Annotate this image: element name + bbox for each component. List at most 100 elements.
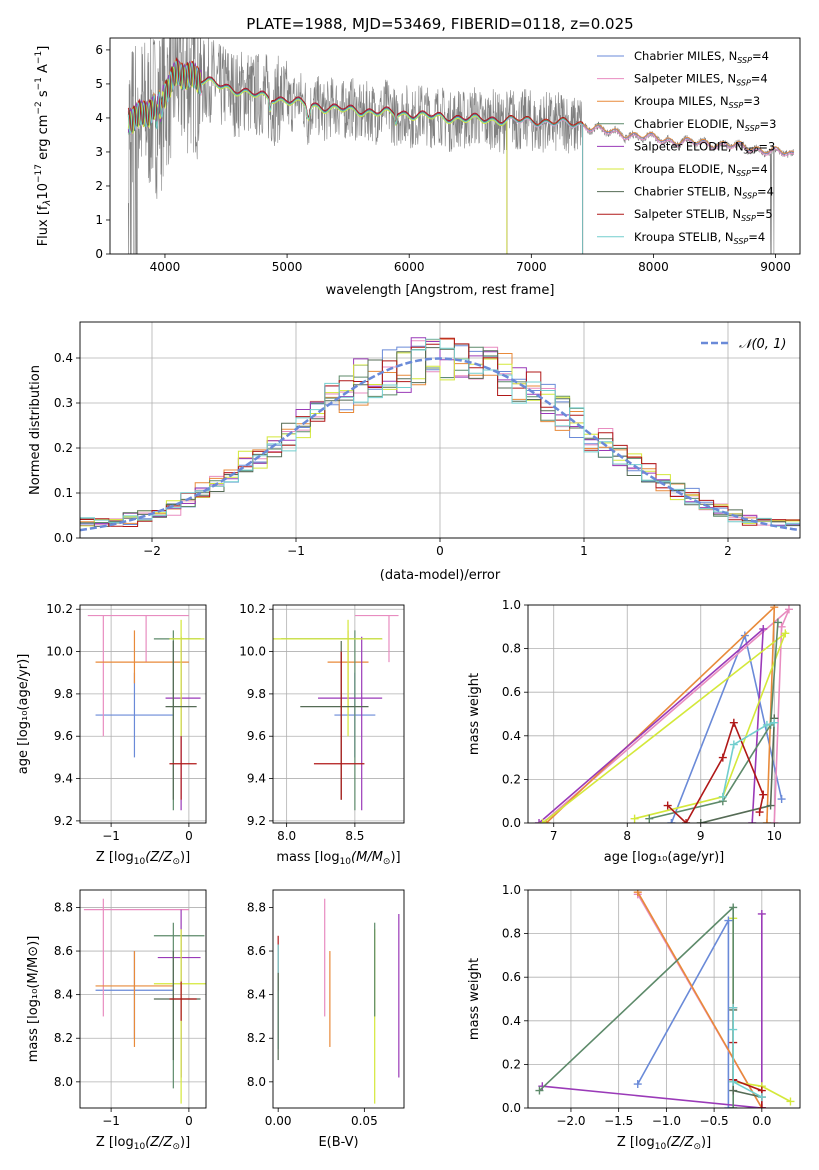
normal-curve bbox=[80, 357, 800, 532]
x-axis-label-part: 10 bbox=[655, 1142, 667, 1152]
weight-point-marker bbox=[762, 720, 771, 729]
x-tick-label: 4000 bbox=[150, 260, 181, 274]
grid-lines bbox=[80, 322, 800, 539]
x-tick-label: −1.0 bbox=[652, 1114, 681, 1128]
errorbar-point bbox=[169, 736, 197, 800]
spectrum-panel: PLATE=1988, MJD=53469, FIBERID=0118, z=0… bbox=[34, 15, 801, 298]
weight-point-marker bbox=[535, 819, 544, 823]
x-tick-label: 7 bbox=[550, 829, 558, 843]
weight-vs-Z-panel: −2.0 −1.5 −1.0 −0.5 0.0 0.0 0.2 0.4 0.6 0.8 1.0 Z [… bbox=[467, 883, 801, 1152]
x-axis-label-part: )] bbox=[180, 850, 190, 865]
x-tick-label: 8000 bbox=[638, 260, 669, 274]
x-axis-label-part: ⊙ bbox=[693, 1142, 701, 1152]
x-tick-label: −1 bbox=[287, 544, 305, 558]
legend-text: =4 bbox=[751, 72, 768, 86]
residuals-ylabel: Normed distribution bbox=[28, 365, 43, 495]
residuals-legend-label: 𝒩(0, 1) bbox=[739, 337, 786, 352]
legend-text: =4 bbox=[752, 49, 769, 63]
mass-vs-Z-panel: −1 0 8.0 8.2 8.4 8.6 8.8 Z [log10(Z/Z⊙)] mass [l… bbox=[26, 889, 207, 1152]
y-tick-label: 3 bbox=[95, 145, 103, 159]
weight-series-line bbox=[667, 720, 765, 823]
grid-lines bbox=[80, 890, 206, 1108]
weight-point-marker bbox=[786, 1097, 795, 1106]
weight-series-line bbox=[637, 917, 730, 1108]
errorbar-point bbox=[300, 640, 369, 800]
spectrum-title: PLATE=1988, MJD=53469, FIBERID=0118, z=0… bbox=[246, 15, 633, 33]
legend-text: Salpeter ELODIE, N bbox=[634, 139, 744, 153]
axes-frame bbox=[272, 604, 405, 824]
residuals-panel: −2 −1 0 1 2 0.0 0.1 0.2 0.3 0.4 (data-model)/erro… bbox=[28, 321, 801, 583]
errorbar-point bbox=[169, 981, 197, 1021]
age-vs-mass-panel: 8.0 8.5 9.2 9.4 9.6 9.8 10.0 10.2 mass [log10(M/… bbox=[239, 602, 405, 867]
x-tick-label: 9 bbox=[697, 829, 705, 843]
weight-point-marker bbox=[770, 605, 779, 612]
y-tick-label: 8.0 bbox=[247, 1075, 266, 1089]
x-tick-label: 0.05 bbox=[351, 1114, 378, 1128]
grid-lines bbox=[273, 605, 404, 823]
x-tick-label: 8.0 bbox=[277, 829, 296, 843]
errorbar-point bbox=[281, 630, 383, 811]
weight-point-marker bbox=[682, 819, 691, 823]
y-tick-label: 0.2 bbox=[54, 441, 73, 455]
weight-series-line bbox=[700, 718, 776, 823]
weight-series-line bbox=[649, 622, 779, 820]
weight-point-marker bbox=[766, 801, 775, 810]
x-tick-label: 0 bbox=[185, 829, 193, 843]
residuals-legend: 𝒩(0, 1) bbox=[701, 337, 786, 352]
x-tick-label: −1.5 bbox=[604, 1114, 633, 1128]
y-tick-label: 9.6 bbox=[54, 729, 73, 743]
x-axis-label-part: Z [log bbox=[617, 1135, 655, 1150]
weight-point-marker bbox=[777, 622, 786, 631]
weight-series-line bbox=[545, 605, 776, 823]
y-tick-label: 0.6 bbox=[502, 970, 521, 984]
weight-point-marker bbox=[729, 1086, 738, 1095]
plot-marks bbox=[273, 614, 399, 811]
legend-entry: Kroupa STELIB, NSSP=4 bbox=[634, 230, 765, 246]
legend-entry: Salpeter ELODIE, NSSP=3 bbox=[634, 139, 775, 155]
y-tick-label: 0.3 bbox=[54, 396, 73, 410]
y-tick-label: 0.4 bbox=[502, 1014, 521, 1028]
legend-entry: Salpeter STELIB, NSSP=5 bbox=[634, 207, 773, 223]
weight-point-marker bbox=[538, 819, 547, 823]
y-axis-label: age [log₁₀(age/yr)] bbox=[16, 654, 31, 775]
legend-entry: Chabrier ELODIE, NSSP=3 bbox=[634, 117, 776, 133]
axes-frame bbox=[79, 321, 801, 539]
legend-sub: SSP bbox=[741, 214, 756, 223]
plot-marks bbox=[277, 898, 400, 1104]
x-axis-label: mass [log10(M/M⊙)] bbox=[276, 850, 400, 867]
weight-series-line bbox=[732, 1007, 763, 1098]
y-tick-label: 9.2 bbox=[54, 814, 73, 828]
weight-point-marker bbox=[781, 629, 790, 638]
plot-marks bbox=[127, 38, 795, 254]
legend-entry: Chabrier STELIB, NSSP=4 bbox=[634, 185, 774, 201]
weight-point-marker bbox=[770, 819, 779, 823]
weight-point-marker bbox=[770, 718, 779, 727]
model-spectrum-line bbox=[127, 59, 584, 254]
legend-sub: SSP bbox=[729, 101, 744, 110]
y-tick-label: 0 bbox=[95, 247, 103, 261]
axes-frame bbox=[109, 37, 801, 255]
x-axis-label-part: 10 bbox=[134, 857, 146, 867]
errorbar-point bbox=[318, 636, 383, 811]
errorbar-point bbox=[95, 672, 174, 758]
legend-text: =3 bbox=[758, 139, 775, 153]
y-tick-label: 2 bbox=[95, 179, 103, 193]
weight-point-marker bbox=[729, 1025, 738, 1034]
x-tick-label: 5000 bbox=[272, 260, 303, 274]
x-tick-label: 8 bbox=[623, 829, 631, 843]
legend-text: =4 bbox=[748, 230, 765, 244]
x-axis-label-part: 10 bbox=[134, 1142, 146, 1152]
y-tick-label: 9.4 bbox=[54, 772, 73, 786]
x-axis-label-part: Z [log bbox=[96, 850, 134, 865]
x-tick-label: 1 bbox=[580, 544, 588, 558]
y-tick-label: 0.1 bbox=[54, 486, 73, 500]
y-tick-label: 8.2 bbox=[247, 1031, 266, 1045]
mass-vs-EBV-panel: 0.00 0.05 8.0 8.2 8.4 8.6 8.8 E(B-V) bbox=[247, 889, 405, 1150]
y-tick-label: 1 bbox=[95, 213, 103, 227]
model-spectrum-line bbox=[127, 57, 584, 254]
plot-marks bbox=[535, 605, 793, 823]
weight-series-line bbox=[542, 630, 788, 823]
legend-text: Kroupa ELODIE, N bbox=[634, 162, 736, 176]
